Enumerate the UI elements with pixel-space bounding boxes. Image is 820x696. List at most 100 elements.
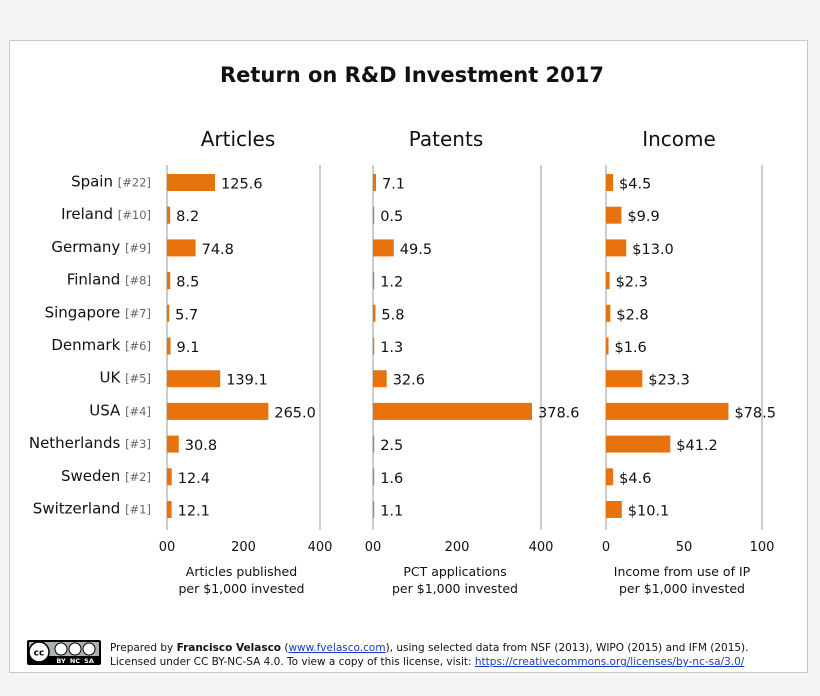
tick-label: 00 [159, 540, 176, 555]
bar-patents-finland [373, 272, 375, 290]
footer-author: Francisco Velasco [177, 642, 281, 654]
bar-articles-netherlands [167, 435, 179, 453]
category-label-netherlands: Netherlands [#3] [29, 434, 151, 452]
footer-suffix: ), using selected data from NSF (2013), … [386, 642, 749, 654]
country-rank: [#10] [118, 208, 151, 222]
country-rank: [#8] [125, 274, 151, 288]
country-rank: [#3] [125, 437, 151, 451]
bar-articles-ireland [167, 206, 171, 224]
bar-articles-switzerland [167, 501, 172, 518]
chart-title: Return on R&D Investment 2017 [220, 63, 604, 87]
category-label-uk: UK [#5] [99, 369, 151, 387]
tick-label: 0 [602, 540, 610, 555]
data-label: $9.9 [627, 209, 659, 225]
country-name: Netherlands [29, 434, 125, 452]
x-axis-label: Articles published [186, 564, 297, 579]
bar-income-singapore [606, 304, 611, 322]
data-label: 30.8 [185, 438, 217, 454]
data-label: 1.3 [380, 340, 403, 356]
country-name: Denmark [51, 336, 125, 354]
data-label: $2.3 [616, 275, 648, 291]
data-label: 12.1 [178, 504, 210, 520]
bar-patents-singapore [373, 304, 376, 322]
bar-patents-germany [373, 239, 394, 257]
bar-income-sweden [606, 468, 614, 486]
panel-patents: Patents 00 200 400 PCT applications per $1,00… [365, 127, 580, 596]
category-label-spain: Spain [#22] [71, 173, 151, 191]
data-label: 2.5 [380, 438, 403, 454]
svg-text:cc: cc [34, 649, 45, 659]
data-label: 0.5 [380, 209, 403, 225]
bar-patents-usa [373, 402, 533, 420]
category-label-usa: USA [#4] [89, 401, 151, 419]
tick-label: 400 [308, 540, 333, 555]
country-name: Germany [51, 238, 125, 256]
bar-articles-germany [167, 239, 196, 257]
country-rank: [#6] [125, 339, 151, 353]
data-label: $4.6 [619, 471, 651, 487]
country-rank: [#2] [125, 470, 151, 484]
country-rank: [#5] [125, 372, 151, 386]
cc-license-icon: cc BY NC SA [27, 640, 101, 665]
footer-line-2: Licensed under CC BY-NC-SA 4.0. To view … [110, 656, 745, 668]
bar-patents-switzerland [373, 501, 375, 518]
x-axis-label: PCT applications [403, 564, 506, 579]
data-label: $13.0 [632, 242, 674, 258]
data-label: 378.6 [538, 405, 580, 421]
category-label-finland: Finland [#8] [67, 271, 151, 289]
chart-frame [9, 40, 808, 673]
bar-income-germany [606, 239, 627, 257]
footer-site-link[interactable]: www.fvelasco.com [288, 642, 385, 654]
bar-patents-sweden [373, 468, 375, 486]
data-label: 12.4 [178, 471, 210, 487]
country-name: Spain [71, 173, 118, 191]
bar-articles-usa [167, 402, 269, 420]
x-axis-label: per $1,000 invested [179, 581, 305, 596]
bar-income-netherlands [606, 435, 671, 453]
data-label: $1.6 [614, 340, 646, 356]
tick-label: 50 [676, 540, 693, 555]
footer-mid: ( [281, 642, 288, 654]
bar-income-uk [606, 370, 643, 388]
tick-label: 00 [365, 540, 382, 555]
category-label-denmark: Denmark [#6] [51, 336, 151, 354]
panel-income: Income 0 50 100 Income from use of IP per $1,… [602, 127, 776, 596]
tick-label: 100 [750, 540, 775, 555]
country-rank: [#7] [125, 306, 151, 320]
data-label: $41.2 [676, 438, 718, 454]
bar-patents-uk [373, 370, 387, 388]
data-label: 74.8 [202, 242, 234, 258]
bar-income-ireland [606, 206, 622, 224]
tick-label: 200 [231, 540, 256, 555]
data-label: 7.1 [382, 177, 405, 193]
bar-articles-singapore [167, 304, 170, 322]
data-label: $23.3 [648, 373, 690, 389]
tick-label: 200 [445, 540, 470, 555]
x-axis-label: per $1,000 invested [619, 581, 745, 596]
country-rank: [#4] [125, 404, 151, 418]
panel-title-patents: Patents [409, 127, 484, 151]
category-label-switzerland: Switzerland [#1] [33, 500, 151, 518]
panel-articles: Articles 00 200 400 Articles published per $1… [159, 127, 333, 596]
data-label: $2.8 [616, 307, 648, 323]
country-name: USA [89, 401, 125, 419]
bar-articles-spain [167, 174, 216, 191]
footer-license-text: Licensed under CC BY-NC-SA 4.0. To view … [110, 656, 475, 668]
tick-label: 400 [529, 540, 554, 555]
data-label: $4.5 [619, 177, 651, 193]
bar-articles-denmark [167, 337, 171, 355]
x-axis-label: Income from use of IP [614, 564, 751, 579]
category-label-singapore: Singapore [#7] [45, 303, 151, 321]
country-name: Ireland [61, 205, 118, 223]
x-axis-label: per $1,000 invested [392, 581, 518, 596]
footer-license-link[interactable]: https://creativecommons.org/licenses/by-… [475, 656, 745, 668]
category-label-ireland: Ireland [#10] [61, 205, 151, 223]
data-label: 1.6 [380, 471, 403, 487]
data-label: 1.2 [380, 275, 403, 291]
bar-patents-ireland [373, 206, 375, 224]
data-label: 5.8 [381, 307, 404, 323]
bar-patents-netherlands [373, 435, 375, 453]
data-label: 49.5 [400, 242, 432, 258]
data-label: 8.2 [176, 209, 199, 225]
